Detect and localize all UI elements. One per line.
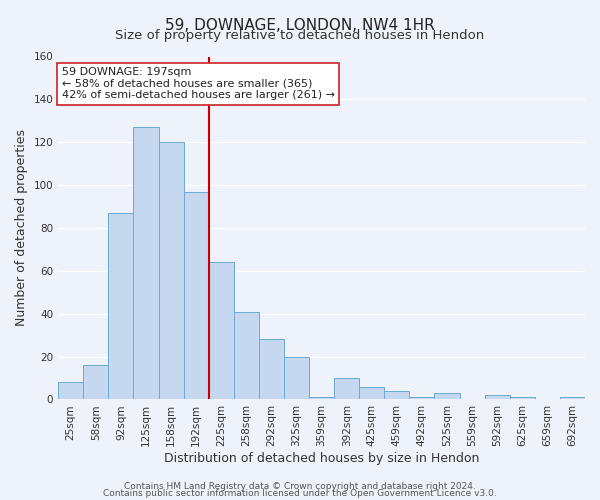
- Bar: [309, 398, 334, 400]
- X-axis label: Distribution of detached houses by size in Hendon: Distribution of detached houses by size …: [164, 452, 479, 465]
- Y-axis label: Number of detached properties: Number of detached properties: [15, 130, 28, 326]
- Bar: [158, 142, 184, 400]
- Bar: [259, 340, 284, 400]
- Bar: [284, 356, 309, 400]
- Bar: [209, 262, 234, 400]
- Bar: [359, 386, 385, 400]
- Bar: [409, 398, 434, 400]
- Text: Contains HM Land Registry data © Crown copyright and database right 2024.: Contains HM Land Registry data © Crown c…: [124, 482, 476, 491]
- Bar: [184, 192, 209, 400]
- Bar: [133, 127, 158, 400]
- Bar: [434, 393, 460, 400]
- Bar: [234, 312, 259, 400]
- Bar: [510, 398, 535, 400]
- Bar: [58, 382, 83, 400]
- Bar: [334, 378, 359, 400]
- Text: Contains public sector information licensed under the Open Government Licence v3: Contains public sector information licen…: [103, 490, 497, 498]
- Text: Size of property relative to detached houses in Hendon: Size of property relative to detached ho…: [115, 29, 485, 42]
- Bar: [560, 398, 585, 400]
- Bar: [485, 395, 510, 400]
- Bar: [109, 213, 133, 400]
- Bar: [385, 391, 409, 400]
- Text: 59, DOWNAGE, LONDON, NW4 1HR: 59, DOWNAGE, LONDON, NW4 1HR: [165, 18, 435, 32]
- Text: 59 DOWNAGE: 197sqm
← 58% of detached houses are smaller (365)
42% of semi-detach: 59 DOWNAGE: 197sqm ← 58% of detached hou…: [62, 67, 335, 100]
- Bar: [83, 365, 109, 400]
